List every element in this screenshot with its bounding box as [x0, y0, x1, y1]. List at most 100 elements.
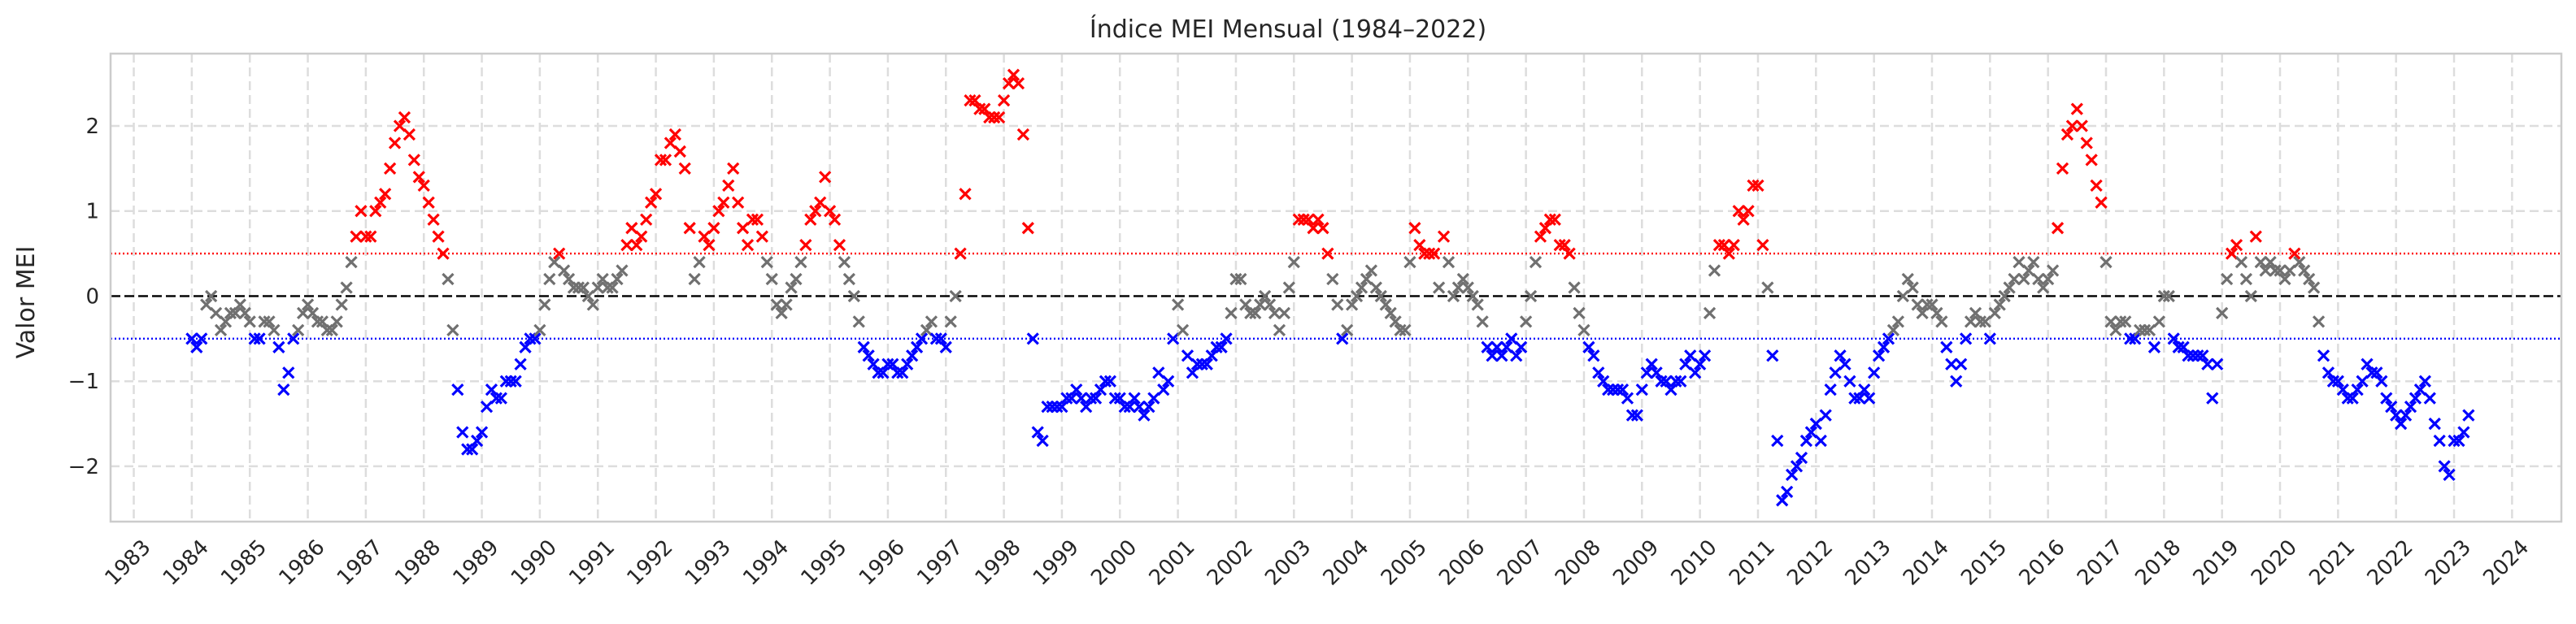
mei-point-mark: [2201, 358, 2214, 370]
mei-point: [2408, 392, 2422, 405]
mei-point-mark: [306, 306, 320, 320]
mei-point-mark: [1171, 298, 1185, 311]
mei-point: [1964, 315, 1978, 328]
mei-point-mark: [954, 247, 967, 260]
mei-point: [1853, 392, 1866, 405]
mei-point: [1684, 349, 1697, 362]
mei-point: [2104, 315, 2117, 328]
mei-point: [2060, 128, 2074, 141]
mei-point-mark: [1776, 494, 1789, 507]
mei-point-mark: [1863, 392, 1876, 405]
mei-point: [2196, 349, 2209, 362]
mei-point: [1959, 332, 1973, 345]
mei-point: [673, 145, 686, 158]
mei-point-mark: [1799, 434, 1813, 448]
mei-point: [1534, 230, 1547, 243]
mei-point: [1103, 375, 1117, 388]
mei-point-mark: [993, 110, 1006, 124]
mei-point: [794, 255, 807, 269]
mei-point: [1587, 349, 1600, 362]
mei-point: [664, 136, 677, 150]
mei-point-mark: [1287, 255, 1300, 269]
mei-point-mark: [1582, 340, 1595, 353]
mei-point-mark: [1669, 375, 1682, 388]
mei-point: [1060, 392, 1073, 405]
mei-point-mark: [1369, 281, 1382, 294]
mei-point-mark: [809, 205, 822, 218]
mei-point-mark: [1964, 315, 1978, 328]
mei-point: [891, 366, 904, 379]
mei-point-mark: [606, 281, 619, 294]
mei-point: [2157, 289, 2170, 303]
mei-point-mark: [611, 272, 624, 286]
mei-point: [557, 264, 571, 277]
mei-point-mark: [1621, 392, 1634, 405]
mei-point: [1742, 205, 1755, 218]
mei-point-mark: [1355, 281, 1368, 294]
mei-point-mark: [1785, 468, 1799, 482]
mei-point-mark: [1292, 213, 1305, 226]
mei-point-mark: [364, 230, 377, 243]
mei-point: [640, 213, 653, 226]
mei-point-mark: [2423, 392, 2436, 405]
grid-lines: [111, 54, 2561, 522]
mei-point-mark: [2220, 272, 2234, 286]
mei-point: [1094, 384, 1107, 396]
mei-point: [2100, 255, 2113, 269]
mei-point-mark: [1781, 485, 1794, 498]
mei-point: [1099, 375, 1112, 388]
mei-point-mark: [1660, 375, 1673, 388]
mei-point-mark: [717, 196, 730, 209]
mei-point-mark: [1684, 349, 1697, 362]
mei-point-mark: [1486, 349, 1499, 362]
mei-point-mark: [2162, 289, 2175, 303]
mei-point-mark: [707, 222, 720, 235]
mei-point-mark: [640, 213, 653, 226]
mei-point: [1394, 323, 1407, 336]
mei-point: [1128, 392, 1141, 405]
mei-point-mark: [2109, 323, 2122, 336]
mei-point: [277, 384, 290, 396]
mei-point: [1089, 392, 1103, 405]
mei-point-mark: [1935, 315, 1948, 328]
mei-point: [2230, 239, 2243, 252]
mei-point: [1529, 255, 1543, 269]
mei-point-mark: [2104, 315, 2117, 328]
mei-point-mark: [1012, 77, 1025, 90]
mei-point: [678, 162, 691, 176]
mei-point-mark: [852, 315, 865, 328]
mei-point-mark: [456, 426, 469, 439]
y-tick-label: −2: [68, 455, 99, 479]
mei-point: [2201, 358, 2214, 370]
mei-point: [1321, 247, 1334, 260]
mei-point-mark: [509, 375, 522, 388]
mei-point: [949, 289, 962, 303]
mei-point: [1621, 392, 1634, 405]
mei-point-mark: [596, 272, 609, 286]
mei-point: [296, 306, 310, 320]
mei-point: [1302, 213, 1315, 226]
mei-point-mark: [311, 315, 324, 328]
mei-point: [644, 196, 658, 209]
mei-point-mark: [1640, 366, 1653, 379]
mei-point: [925, 315, 938, 328]
mei-point-mark: [649, 188, 663, 201]
mei-point-mark: [1655, 375, 1668, 388]
mei-point-mark: [881, 358, 894, 370]
mei-point-mark: [2239, 272, 2253, 286]
mei-point-mark: [1993, 298, 2006, 311]
mei-point-mark: [1742, 205, 1755, 218]
mei-point: [2341, 392, 2354, 405]
mei-point: [2027, 255, 2040, 269]
mei-point-mark: [1577, 323, 1590, 336]
mei-point-mark: [1225, 306, 1238, 320]
mei-point-mark: [1302, 213, 1315, 226]
mei-point-mark: [2051, 222, 2065, 235]
mei-point-mark: [2056, 162, 2069, 176]
mei-point: [320, 323, 333, 336]
mei-point: [997, 93, 1011, 107]
mei-point: [437, 247, 450, 260]
mei-point-mark: [1476, 315, 1489, 328]
mei-point-mark: [417, 179, 430, 192]
